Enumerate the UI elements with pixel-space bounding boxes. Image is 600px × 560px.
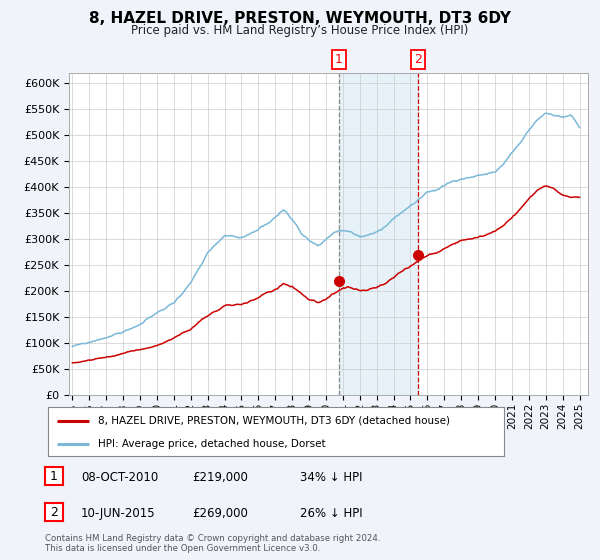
Text: 8, HAZEL DRIVE, PRESTON, WEYMOUTH, DT3 6DY (detached house): 8, HAZEL DRIVE, PRESTON, WEYMOUTH, DT3 6… — [98, 416, 450, 426]
Text: £269,000: £269,000 — [192, 507, 248, 520]
Text: HPI: Average price, detached house, Dorset: HPI: Average price, detached house, Dors… — [98, 439, 326, 449]
Text: £219,000: £219,000 — [192, 470, 248, 484]
Bar — [339, 73, 418, 395]
Text: 10-JUN-2015: 10-JUN-2015 — [81, 507, 155, 520]
Text: 08-OCT-2010: 08-OCT-2010 — [81, 470, 158, 484]
Text: 34% ↓ HPI: 34% ↓ HPI — [300, 470, 362, 484]
Text: 2: 2 — [50, 506, 58, 519]
Text: 1: 1 — [50, 469, 58, 483]
Text: 1: 1 — [335, 53, 343, 66]
Text: 26% ↓ HPI: 26% ↓ HPI — [300, 507, 362, 520]
Text: 2: 2 — [414, 53, 422, 66]
Text: 8, HAZEL DRIVE, PRESTON, WEYMOUTH, DT3 6DY: 8, HAZEL DRIVE, PRESTON, WEYMOUTH, DT3 6… — [89, 11, 511, 26]
Text: Price paid vs. HM Land Registry’s House Price Index (HPI): Price paid vs. HM Land Registry’s House … — [131, 24, 469, 36]
Text: Contains HM Land Registry data © Crown copyright and database right 2024.
This d: Contains HM Land Registry data © Crown c… — [45, 534, 380, 553]
